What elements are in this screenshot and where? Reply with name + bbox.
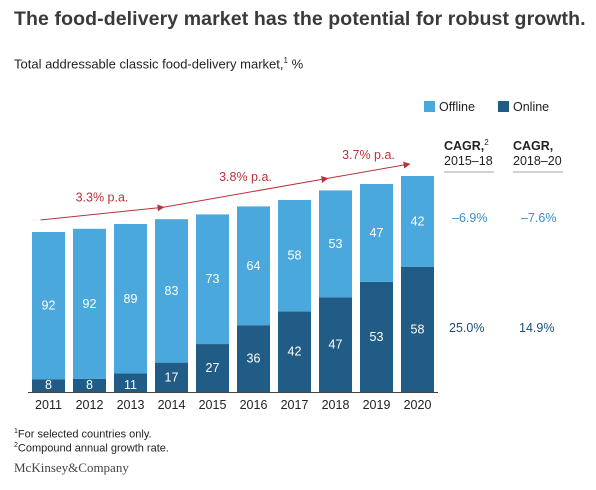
label-offline-2012: 92 xyxy=(83,297,97,311)
footnote-1: 1For selected countries only. xyxy=(14,428,152,441)
subtitle-text: Total addressable classic food-delivery … xyxy=(14,56,284,72)
label-online-2020: 58 xyxy=(411,322,425,336)
tick-label-2016: 2016 xyxy=(240,398,268,412)
tick-label-2017: 2017 xyxy=(281,398,309,412)
label-offline-2013: 89 xyxy=(124,292,138,306)
label-offline-2011: 92 xyxy=(42,299,56,313)
growth-label-2: 3.8% p.a. xyxy=(219,170,272,184)
footnote-2-marker: 2 xyxy=(14,442,18,449)
cagr-online-2018-20: 14.9% xyxy=(519,321,554,335)
tick-label-2018: 2018 xyxy=(322,398,350,412)
footnote-2-text: Compound annual growth rate. xyxy=(17,442,169,455)
bar-online-2018 xyxy=(319,297,352,392)
subtitle-footnote-marker: 1 xyxy=(283,56,288,65)
legend-label-online: Online xyxy=(513,100,549,114)
bar-online-2017 xyxy=(278,311,311,392)
label-online-2011: 8 xyxy=(45,378,52,392)
bar-online-2013 xyxy=(114,373,147,392)
growth-label-1: 3.3% p.a. xyxy=(76,191,129,205)
growth-arrow-1 xyxy=(40,204,165,221)
label-online-2017: 42 xyxy=(288,345,302,359)
tick-label-2015: 2015 xyxy=(199,398,227,412)
cagr-col2-header-line2: 2018–20 xyxy=(513,154,562,168)
footnote-1-marker: 1 xyxy=(14,428,18,435)
label-offline-2018: 53 xyxy=(329,237,343,251)
label-offline-2016: 64 xyxy=(247,259,261,273)
tick-label-2012: 2012 xyxy=(76,398,104,412)
label-online-2018: 47 xyxy=(329,338,343,352)
growth-arrow-2 xyxy=(163,175,329,208)
legend-swatch-offline xyxy=(424,101,435,112)
bar-online-2019 xyxy=(360,281,393,392)
bar-offline-2019 xyxy=(360,184,393,282)
bar-offline-2017 xyxy=(278,200,311,312)
cagr-col1-footnote-marker: 2 xyxy=(484,138,489,147)
chart-subtitle: Total addressable classic food-delivery … xyxy=(14,56,303,71)
tick-label-2019: 2019 xyxy=(363,398,391,412)
growth-label-3: 3.7% p.a. xyxy=(342,148,395,162)
label-offline-2015: 73 xyxy=(206,272,220,286)
cagr-table: CAGR,2 2015–18 CAGR, 2018–20 –6.9% –7.6%… xyxy=(444,138,563,335)
bar-offline-2015 xyxy=(196,214,229,345)
chart-title: The food-delivery market has the potenti… xyxy=(14,8,586,30)
bar-offline-2016 xyxy=(237,206,270,326)
stacked-bar-chart: 8 92 2011 8 92 2012 11 89 2013 17 83 2014 27 73 2015 36… xyxy=(28,100,563,412)
bar-offline-2012 xyxy=(73,228,106,379)
legend-label-offline: Offline xyxy=(439,100,475,114)
growth-arrow-3 xyxy=(327,161,411,179)
bar-offline-2018 xyxy=(319,190,352,298)
label-offline-2017: 58 xyxy=(288,249,302,263)
tick-label-2011: 2011 xyxy=(35,398,62,412)
cagr-offline-2018-20: –7.6% xyxy=(521,211,556,225)
label-online-2019: 53 xyxy=(370,330,384,344)
bar-online-2014 xyxy=(155,362,188,392)
label-online-2012: 8 xyxy=(86,378,93,392)
legend-swatch-online xyxy=(498,101,509,112)
label-online-2014: 17 xyxy=(165,370,179,384)
bar-online-2012 xyxy=(73,378,106,392)
tick-label-2013: 2013 xyxy=(117,398,145,412)
cagr-col1-header-line2: 2015–18 xyxy=(444,154,493,168)
bar-online-2011 xyxy=(32,379,65,392)
tick-label-2020: 2020 xyxy=(404,398,432,412)
label-offline-2019: 47 xyxy=(370,226,384,240)
bar-offline-2013 xyxy=(114,224,147,374)
tick-label-2014: 2014 xyxy=(158,398,186,412)
label-offline-2014: 83 xyxy=(165,284,179,298)
subtitle-unit: % xyxy=(291,56,304,72)
label-online-2015: 27 xyxy=(206,361,220,375)
label-online-2016: 36 xyxy=(247,352,261,366)
bar-online-2016 xyxy=(237,325,270,392)
bar-offline-2020 xyxy=(401,176,434,267)
footnote-2: 2Compound annual growth rate. xyxy=(14,442,169,455)
bar-online-2015 xyxy=(196,344,229,392)
footnote-1-text: For selected countries only. xyxy=(17,428,152,441)
chart-legend: Offline Online xyxy=(424,100,549,114)
bar-offline-2011 xyxy=(32,232,65,380)
cagr-online-2015-18: 25.0% xyxy=(449,321,484,335)
bar-offline-2014 xyxy=(155,219,188,363)
brand-logo: McKinsey&Company xyxy=(14,460,129,475)
cagr-offline-2015-18: –6.9% xyxy=(452,211,487,225)
cagr-col1-header-line1: CAGR,2 xyxy=(444,138,489,153)
label-online-2013: 11 xyxy=(124,378,137,392)
label-offline-2020: 42 xyxy=(411,214,425,228)
bar-online-2020 xyxy=(401,266,434,392)
cagr-col2-header-line1: CAGR, xyxy=(513,139,553,153)
